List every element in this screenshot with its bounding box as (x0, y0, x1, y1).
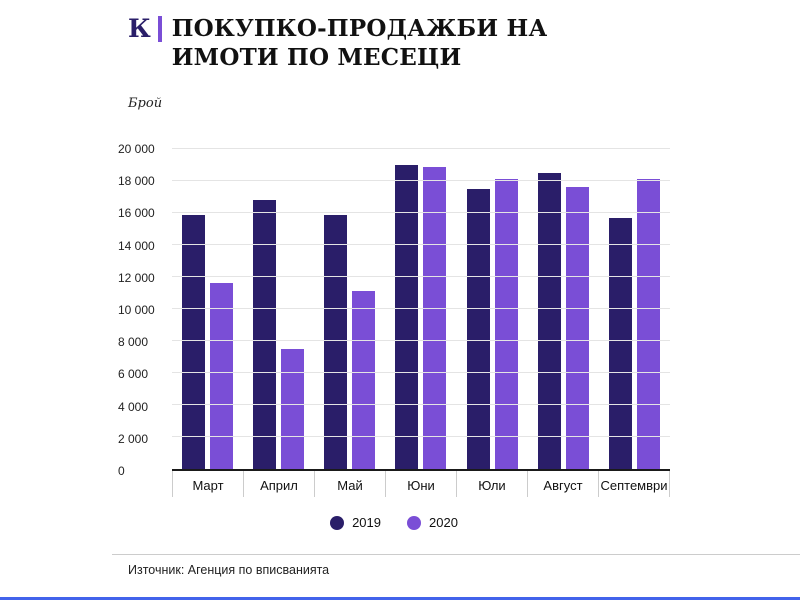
gridline (172, 180, 670, 181)
x-axis: Март Април Май Юни Юли Август Септември (172, 471, 670, 497)
legend-item-2020: 2020 (407, 515, 458, 530)
gridline (172, 244, 670, 245)
capital-logo: К (128, 15, 162, 43)
bar-group-септември (599, 149, 670, 469)
y-axis-tick-label: 6 000 (118, 367, 149, 382)
y-axis-title: Брой (128, 96, 163, 111)
bar-2019-юни (395, 165, 419, 469)
x-axis-label-септември: Септември (599, 471, 670, 497)
plot-area (172, 148, 670, 471)
y-axis-tick-label: 2 000 (118, 431, 149, 446)
chart-legend: 2019 2020 (118, 515, 670, 530)
bar-2020-август (565, 187, 589, 469)
legend-label-2019: 2019 (352, 515, 381, 530)
x-axis-label-март: Март (173, 471, 244, 497)
gridline (172, 276, 670, 277)
legend-dot-2019 (330, 515, 345, 530)
y-axis-tick-label: 14 000 (118, 238, 155, 253)
bar-2019-май (324, 214, 348, 469)
y-axis: 0 2 000 4 000 6 000 8 000 10 000 12 000 14 000 1… (118, 142, 172, 478)
bar-2019-март (182, 214, 206, 469)
bar-group-август (528, 149, 599, 469)
bar-group-април (243, 149, 314, 469)
y-axis-tick-label: 18 000 (118, 174, 155, 189)
footer-divider (112, 554, 800, 555)
bar-chart: 0 2 000 4 000 6 000 8 000 10 000 12 000 14 000 1… (118, 142, 670, 497)
gridline (172, 436, 670, 437)
y-axis-tick-label: 16 000 (118, 206, 155, 221)
bar-2020-май (352, 291, 376, 469)
chart-header: К ПОКУПКО-ПРОДАЖБИ НА ИМОТИ ПО МЕСЕЦИ (128, 14, 760, 72)
bar-2020-март (210, 283, 234, 469)
x-axis-label-август: Август (528, 471, 599, 497)
bar-2019-август (537, 173, 561, 469)
bar-2020-септември (636, 179, 660, 469)
y-axis-tick-label: 8 000 (118, 335, 149, 350)
logo-k-letter: К (128, 14, 151, 43)
x-axis-label-април: Април (244, 471, 315, 497)
x-axis-label-май: Май (315, 471, 386, 497)
y-axis-tick-label: 20 000 (118, 142, 155, 156)
y-axis-tick-label: 0 (118, 464, 125, 478)
bar-2020-юли (494, 179, 518, 469)
gridline (172, 340, 670, 341)
plot-column: Март Април Май Юни Юли Август Септември (172, 148, 670, 497)
bar-2020-юни (423, 166, 447, 469)
page-title: ПОКУПКО-ПРОДАЖБИ НА ИМОТИ ПО МЕСЕЦИ (171, 15, 548, 71)
gridline (172, 308, 670, 309)
bar-group-март (172, 149, 243, 469)
legend-label-2020: 2020 (429, 515, 458, 530)
bar-group-юли (457, 149, 528, 469)
bar-2019-септември (608, 217, 632, 469)
gridline (172, 148, 670, 149)
legend-item-2019: 2019 (330, 515, 381, 530)
gridline (172, 404, 670, 405)
logo-bar-icon (157, 16, 162, 42)
bar-2019-юли (466, 189, 490, 469)
bar-group-май (314, 149, 385, 469)
bar-group-юни (385, 149, 456, 469)
source-text: Източник: Агенция по вписванията (128, 563, 330, 577)
bar-2019-април (253, 200, 277, 469)
gridline (172, 212, 670, 213)
y-axis-tick-label: 4 000 (118, 399, 149, 414)
gridline (172, 372, 670, 373)
x-axis-label-юли: Юли (457, 471, 528, 497)
bar-2020-април (281, 349, 305, 469)
legend-dot-2020 (407, 515, 421, 530)
y-axis-tick-label: 12 000 (118, 270, 155, 285)
x-axis-label-юни: Юни (386, 471, 457, 497)
y-axis-tick-label: 10 000 (118, 303, 155, 317)
bars-layer (172, 149, 670, 469)
